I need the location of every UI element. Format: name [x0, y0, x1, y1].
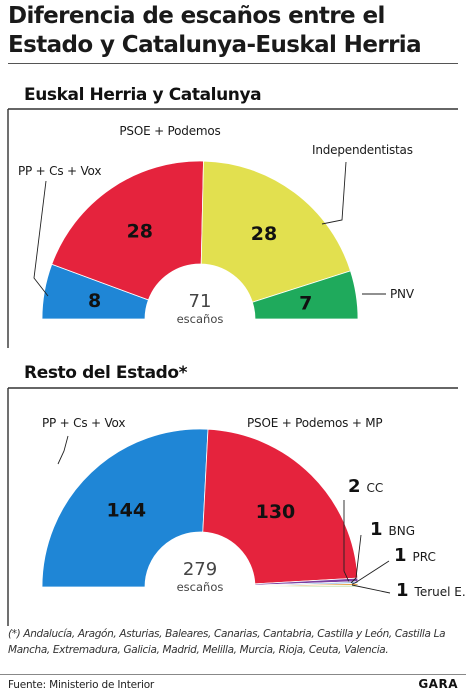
seat-label-pnv: PNV [390, 287, 415, 301]
leader-line-bng [350, 534, 362, 584]
section-title: Resto del Estado* [24, 363, 188, 383]
seat-slice-psoe-podemos [51, 160, 204, 301]
seat-slice-independentistas [200, 160, 351, 303]
leader-line-cc [343, 500, 350, 583]
seat-value-pnv: 7 [299, 292, 312, 314]
title-rule [8, 63, 458, 64]
brand-logo: GARA [418, 677, 458, 691]
seat-label-teruel-e: 1 Teruel E. [396, 580, 466, 601]
seat-value-independentistas: 28 [251, 223, 277, 245]
leader-line-independentistas [321, 161, 347, 225]
seat-label-independentistas: Independentistas [312, 143, 413, 157]
seat-value-psoe-podemos: 28 [127, 220, 153, 242]
footer-rule [0, 674, 466, 675]
seat-slice-psoe-podemos-mp [202, 428, 359, 585]
total-seats: 71 [189, 291, 212, 312]
seat-label-psoe-podemos-mp: PSOE + Podemos + MP [247, 416, 382, 430]
seat-value-psoe-podemos-mp: 130 [256, 501, 296, 523]
total-seats-label: escaños [177, 312, 224, 326]
total-seats-label: escaños [177, 580, 224, 594]
leader-line-prc [351, 560, 390, 585]
seat-charts: Euskal Herria y Catalunya 8 PP + Cs + Vox 2… [7, 85, 466, 626]
seat-label-cc: 2 CC [348, 476, 383, 497]
seat-label-pp-cs-vox: PP + Cs + Vox [42, 416, 125, 430]
seat-label-prc: 1 PRC [394, 545, 436, 566]
page-title: Diferencia de escaños entre el Estado y … [8, 3, 422, 58]
seat-label-psoe-podemos: PSOE + Podemos [119, 124, 220, 138]
seat-slice-pnv [251, 270, 359, 320]
total-seats: 279 [183, 559, 217, 580]
seat-value-pp-cs-vox: 8 [88, 290, 101, 312]
leader-line-teruel-e [351, 584, 391, 594]
leader-line-pp-cs-vox [33, 180, 49, 297]
seat-label-pp-cs-vox: PP + Cs + Vox [18, 164, 101, 178]
section-title: Euskal Herria y Catalunya [24, 85, 261, 105]
seat-value-pp-cs-vox: 144 [106, 499, 146, 521]
leader-line-pp-cs-vox [57, 435, 69, 465]
source-credit: Fuente: Ministerio de Interior [8, 679, 155, 691]
footnote: (*) Andalucía, Aragón, Asturias, Baleare… [8, 628, 446, 656]
seat-label-bng: 1 BNG [370, 519, 415, 540]
seat-slice-pp-cs-vox [41, 428, 209, 588]
